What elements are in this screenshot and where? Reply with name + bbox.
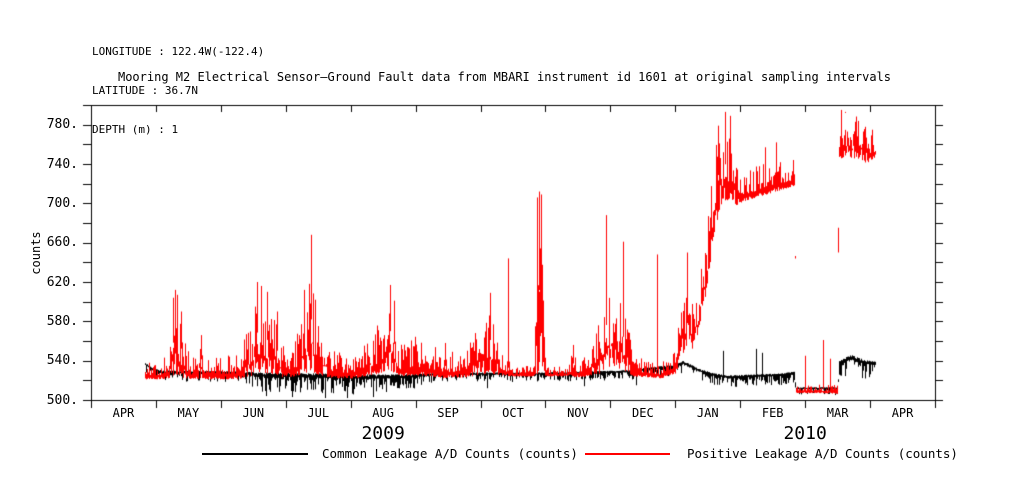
x-tick-label: JUL [307,406,330,420]
y-tick-label: 660. [46,235,78,251]
location-header: LONGITUDE : 122.4W(-122.4) LATITUDE : 36… [92,19,264,162]
chart-title: Mooring M2 Electrical Sensor—Ground Faul… [117,70,892,84]
y-tick-label: 580. [46,313,78,329]
x-tick-label: MAR [826,406,849,420]
y-tick-label: 780. [46,117,78,133]
legend-label: Positive Leakage A/D Counts (counts) [687,446,958,461]
x-tick-label: FEB [761,406,784,420]
x-tick-label: DEC [632,406,654,420]
year-label: 2009 [361,423,405,444]
legend-label: Common Leakage A/D Counts (counts) [322,446,578,461]
x-tick-label: APR [891,406,914,420]
x-tick-label: MAY [177,406,200,420]
x-tick-label: NOV [567,406,589,420]
latitude-text: LATITUDE : 36.7N [92,84,198,97]
y-tick-label: 740. [46,156,78,172]
depth-text: DEPTH (m) : 1 [92,123,179,136]
y-tick-label: 700. [46,195,78,211]
x-tick-label: OCT [502,406,524,420]
x-tick-label: APR [112,406,135,420]
year-label: 2010 [783,423,827,444]
longitude-text: LONGITUDE : 122.4W(-122.4) [92,45,265,58]
x-tick-label: JAN [696,406,719,420]
x-tick-label: SEP [437,406,459,420]
legend-line-swatch [585,453,670,455]
y-tick-label: 620. [46,274,78,290]
y-tick-label: 540. [46,353,78,369]
legend-line-swatch [202,453,308,455]
y-axis-label: counts [29,231,43,275]
x-tick-label: JUN [242,406,265,420]
y-tick-label: 500. [46,392,78,408]
x-tick-label: AUG [372,406,394,420]
